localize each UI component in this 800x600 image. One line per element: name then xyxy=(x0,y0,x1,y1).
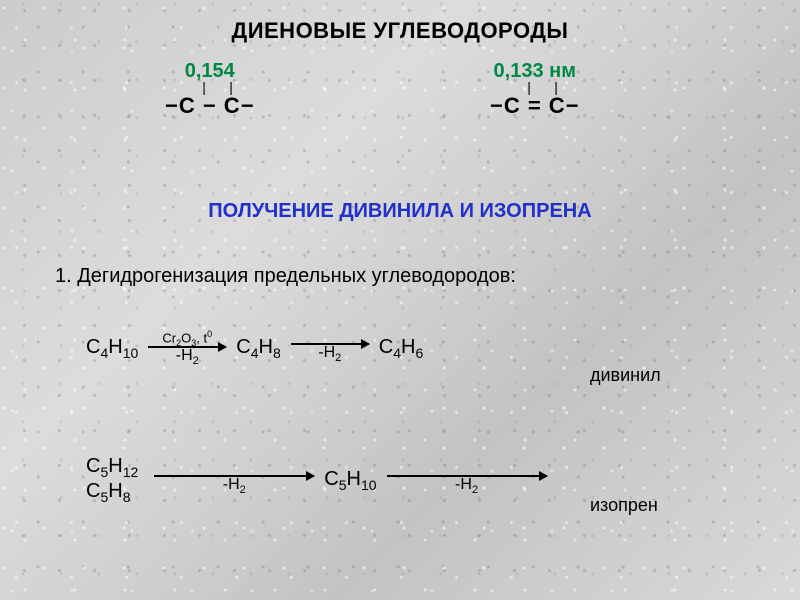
arrow-2b: -H2 xyxy=(387,464,547,496)
arrow-line-icon xyxy=(387,475,547,477)
double-bond-ticks: | | xyxy=(490,83,580,91)
section-heading: 1. Дегидрогенизация предельных углеводор… xyxy=(55,265,516,288)
product-isoprene: изопрен xyxy=(590,495,658,516)
slide-content: ДИЕНОВЫЕ УГЛЕВОДОРОДЫ 0,154 | | −С − С− … xyxy=(0,0,800,600)
single-bond-structure: −С − С− xyxy=(165,93,255,119)
reaction-2: С5Н12 С5Н8 -H2 С5Н10 -H2 xyxy=(80,455,551,505)
molecule-c5h12: С5Н12 xyxy=(86,455,138,480)
arrow-1b: -H2 xyxy=(291,332,369,364)
main-title: ДИЕНОВЫЕ УГЛЕВОДОРОДЫ xyxy=(0,18,800,44)
product-divinyl: дивинил xyxy=(590,365,661,386)
molecule-c5h8: С5Н8 xyxy=(86,480,131,505)
arrow-line-icon xyxy=(148,346,226,348)
double-bond-block: 0,133 нм | | −С = С− xyxy=(490,60,580,119)
arrow-1b-byproduct: -H2 xyxy=(318,345,341,364)
arrow-1a-byproduct: -H2 xyxy=(176,348,199,367)
molecule-c4h10: С4Н10 xyxy=(86,336,138,361)
molecule-c4h8: С4Н8 xyxy=(236,336,281,361)
single-bond-block: 0,154 | | −С − С− xyxy=(165,60,255,119)
arrow-line-icon xyxy=(291,343,369,345)
arrow-1a: Cr2O3, t0 -H2 xyxy=(148,330,226,367)
molecule-stack: С5Н12 С5Н8 xyxy=(80,455,144,505)
molecule-c4h6: С4Н6 xyxy=(379,336,424,361)
arrow-line-icon xyxy=(154,475,314,477)
arrow-2a: -H2 xyxy=(154,464,314,496)
arrow-2b-byproduct: -H2 xyxy=(455,477,478,496)
arrow-2a-byproduct: -H2 xyxy=(223,477,246,496)
molecule-c5h10: С5Н10 xyxy=(324,468,376,493)
double-bond-structure: −С = С− xyxy=(490,93,580,119)
single-bond-ticks: | | xyxy=(165,83,255,91)
subtitle: ПОЛУЧЕНИЕ ДИВИНИЛА И ИЗОПРЕНА xyxy=(0,200,800,223)
reaction-1: С4Н10 Cr2O3, t0 -H2 С4Н8 -H2 С4Н6 xyxy=(80,330,429,367)
